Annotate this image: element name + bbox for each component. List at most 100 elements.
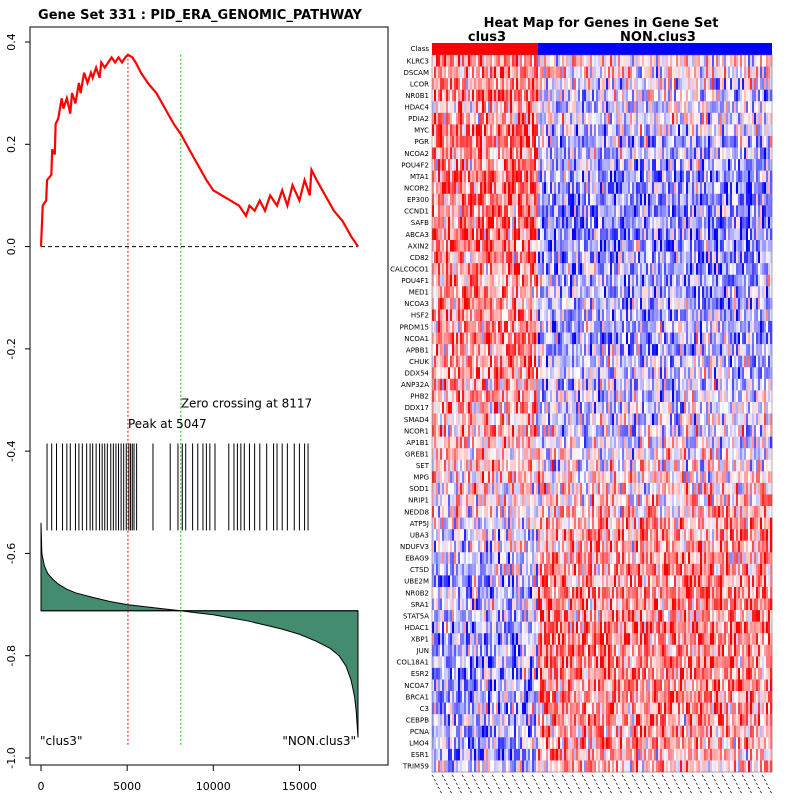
heatmap-cell (726, 274, 729, 287)
heatmap-cell (610, 182, 613, 195)
heatmap-cell (722, 367, 725, 380)
heatmap-cell (642, 332, 645, 345)
heatmap-cell (464, 55, 467, 67)
heatmap-cell (456, 78, 459, 90)
heatmap-cell (764, 228, 767, 241)
heatmap-cell (568, 378, 571, 391)
heatmap-cell (732, 55, 735, 67)
heatmap-cell (678, 251, 681, 264)
heatmap-cell (704, 216, 707, 229)
heatmap-cell (610, 332, 613, 345)
heatmap-cell (738, 135, 741, 148)
heatmap-cell (708, 274, 711, 287)
heatmap-cell (446, 367, 449, 380)
heatmap-cell (704, 251, 707, 264)
heatmap-cell (568, 112, 571, 125)
heatmap-cell (650, 135, 653, 148)
heatmap-cell (442, 124, 445, 137)
heatmap-cell (608, 193, 611, 206)
heatmap-cell (556, 216, 559, 229)
heatmap-cell (522, 251, 525, 264)
heatmap-cell (700, 112, 703, 125)
heatmap-cell (594, 159, 597, 171)
heatmap-cell (746, 147, 749, 160)
heatmap-cell (710, 78, 713, 90)
heatmap-cell (632, 320, 635, 333)
heatmap-cell (636, 78, 639, 90)
heatmap-cell (712, 251, 715, 264)
heatmap-cell (754, 297, 757, 310)
heatmap-cell (456, 205, 459, 218)
heatmap-cell (496, 112, 499, 125)
heatmap-cell (494, 274, 497, 287)
heatmap-cell (748, 309, 751, 322)
heatmap-cell (736, 182, 739, 195)
heatmap-cell (670, 170, 673, 183)
heatmap-cell (760, 297, 763, 310)
heatmap-cell (532, 182, 535, 195)
heatmap-cell (730, 66, 733, 79)
heatmap-cell (708, 159, 711, 171)
heatmap-cell (434, 55, 437, 67)
heatmap-cell (506, 66, 509, 79)
heatmap-cell (606, 147, 609, 160)
heatmap-cell (504, 263, 507, 276)
heatmap-cell (764, 78, 767, 90)
heatmap-cell (564, 124, 567, 137)
heatmap-cell (518, 89, 521, 102)
heatmap-cell (770, 66, 773, 79)
heatmap-cell (436, 378, 439, 391)
heatmap-cell (736, 320, 739, 333)
heatmap-cell (766, 309, 769, 322)
heatmap-cell (624, 66, 627, 79)
heatmap-cell (544, 240, 547, 252)
heatmap-cell (506, 112, 509, 125)
heatmap-cell (692, 193, 695, 206)
heatmap-cell (454, 55, 457, 67)
heatmap-cell (612, 112, 615, 125)
heatmap-cell (536, 55, 539, 67)
heatmap-cell (652, 251, 655, 264)
heatmap-cell (550, 205, 553, 218)
heatmap-cell (500, 286, 503, 299)
heatmap-cell (660, 332, 663, 345)
heatmap-cell (514, 205, 517, 218)
heatmap-cell (508, 274, 511, 287)
heatmap-cell (576, 286, 579, 299)
heatmap-cell (560, 193, 563, 206)
heatmap-cell (706, 216, 709, 229)
heatmap-cell (644, 355, 647, 368)
heatmap-cell (702, 193, 705, 206)
heatmap-cell (684, 355, 687, 368)
heatmap-cell (710, 355, 713, 368)
heatmap-cell (542, 309, 545, 322)
heatmap-cell (610, 367, 613, 380)
heatmap-cell (746, 286, 749, 299)
heatmap-cell (554, 193, 557, 206)
heatmap-cell (626, 101, 629, 114)
heatmap-cell (712, 332, 715, 345)
heatmap-cell (680, 263, 683, 276)
heatmap-cell (624, 193, 627, 206)
heatmap-cell (486, 251, 489, 264)
heatmap-cell (674, 216, 677, 229)
heatmap-row (432, 309, 773, 322)
heatmap-cell (524, 112, 527, 125)
heatmap-cell (576, 182, 579, 195)
heatmap-cell (748, 367, 751, 380)
heatmap-cell (662, 251, 665, 264)
heatmap-cell (744, 193, 747, 206)
heatmap-cell (436, 182, 439, 195)
heatmap-cell (474, 112, 477, 125)
heatmap-cell (702, 205, 705, 218)
heatmap-cell (460, 286, 463, 299)
heatmap-cell (618, 55, 621, 67)
heatmap-cell (766, 367, 769, 380)
heatmap-cell (598, 320, 601, 333)
heatmap-cell (758, 286, 761, 299)
heatmap-cell (578, 251, 581, 264)
heatmap-cell (614, 228, 617, 241)
heatmap-cell (696, 344, 699, 356)
heatmap-cell (698, 55, 701, 67)
heatmap-cell (754, 135, 757, 148)
